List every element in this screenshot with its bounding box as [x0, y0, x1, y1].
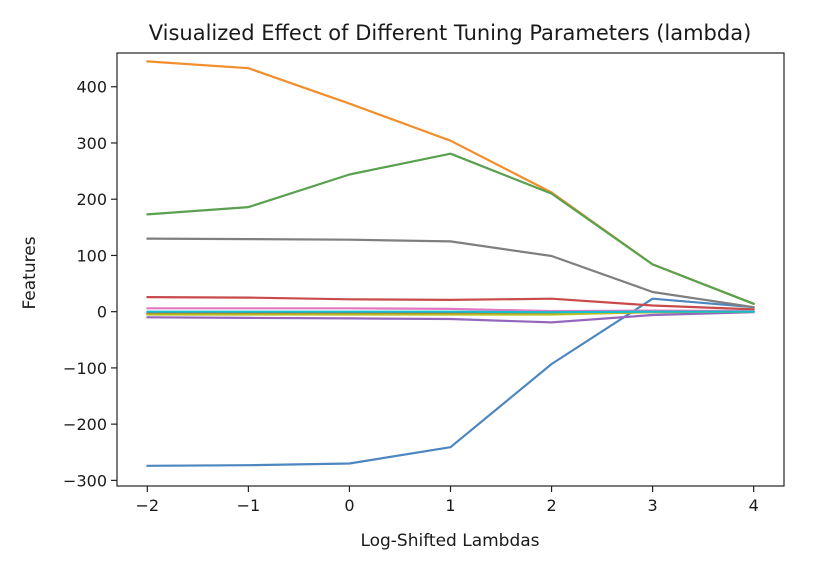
x-tick-label: 0	[344, 496, 354, 515]
series-line-3	[146, 152, 755, 305]
y-axis-label: Features	[20, 236, 40, 309]
series-line-7	[146, 307, 755, 313]
series-line-5	[146, 311, 755, 324]
chart-title: Visualized Effect of Different Tuning Pa…	[149, 21, 752, 45]
y-tick-label: −100	[63, 359, 107, 378]
x-axis-label: Log-Shifted Lambdas	[360, 531, 539, 551]
y-tick-label: 0	[97, 303, 107, 322]
plot-frame	[116, 52, 785, 487]
x-tick-label: −1	[237, 496, 261, 515]
y-tick-label: −300	[63, 471, 107, 490]
series-line-4	[146, 296, 755, 311]
x-tick-label: −2	[136, 496, 160, 515]
y-tick-label: 300	[76, 134, 107, 153]
x-tick-label: 2	[546, 496, 556, 515]
y-tick-label: −200	[63, 415, 107, 434]
series-line-10	[146, 310, 755, 314]
plot-area: −2 −1 0 1 2 3 4 400 300 200 100 0 −100 −200 −300	[63, 52, 785, 515]
series-line-1	[146, 297, 755, 467]
x-tick-label: 4	[749, 496, 759, 515]
y-tick-label: 100	[76, 246, 107, 265]
x-tick-label: 3	[648, 496, 658, 515]
y-tick-label: 200	[76, 190, 107, 209]
series-line-8	[146, 237, 755, 309]
x-tick-label: 1	[445, 496, 455, 515]
y-tick-label: 400	[76, 78, 107, 97]
